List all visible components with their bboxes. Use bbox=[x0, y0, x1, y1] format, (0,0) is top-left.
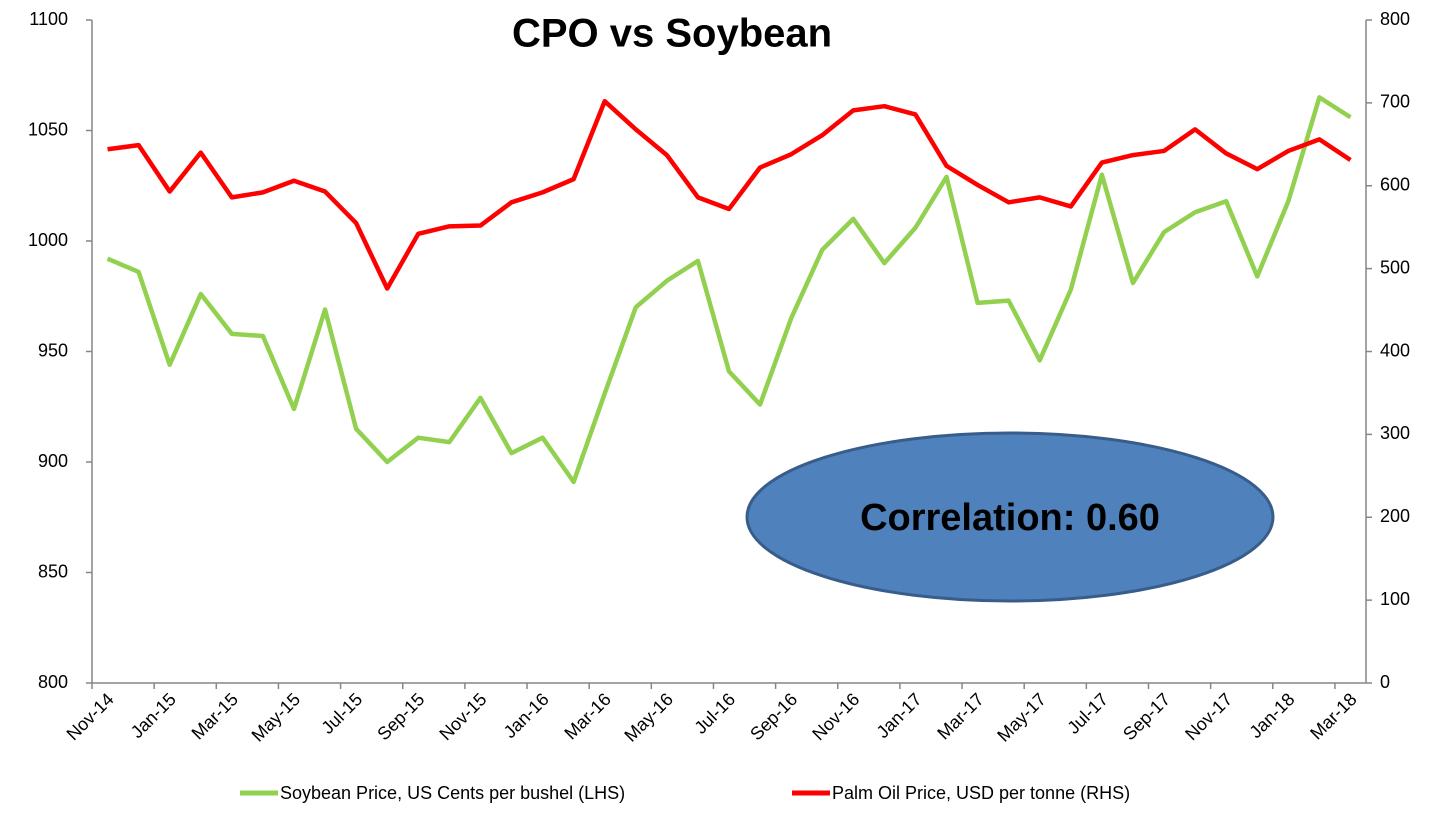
y2-tick-label: 200 bbox=[1380, 506, 1410, 526]
x-tick-label: Nov-16 bbox=[808, 689, 863, 744]
x-tick-label: May-17 bbox=[993, 689, 1050, 746]
y-tick-label: 850 bbox=[38, 561, 68, 581]
y-tick-label: 1100 bbox=[29, 9, 68, 29]
x-tick-label: Nov-14 bbox=[63, 689, 118, 744]
y-tick-label: 900 bbox=[38, 451, 68, 471]
series-line bbox=[106, 95, 1352, 485]
x-tick-label: Jan-15 bbox=[127, 689, 180, 742]
x-tick-label: Mar-18 bbox=[1306, 689, 1360, 743]
x-tick-label: Jan-16 bbox=[500, 689, 553, 742]
y2-tick-label: 100 bbox=[1380, 589, 1410, 609]
x-tick-label: Nov-15 bbox=[435, 689, 490, 744]
annotation: Correlation: 0.60 bbox=[860, 497, 1160, 539]
y2-tick-label: 600 bbox=[1380, 175, 1410, 195]
y2-tick-label: 0 bbox=[1380, 672, 1390, 692]
x-tick-label: Jul-16 bbox=[690, 689, 739, 738]
series-line bbox=[107, 98, 1352, 291]
x-tick-label: Mar-17 bbox=[933, 689, 987, 743]
y-tick-label: 1050 bbox=[28, 119, 68, 139]
chart-title: CPO vs Soybean bbox=[512, 12, 832, 56]
legend-label: Palm Oil Price, USD per tonne (RHS) bbox=[832, 783, 1130, 803]
x-tick-label: Sep-15 bbox=[373, 689, 428, 744]
x-tick-label: Jul-17 bbox=[1063, 689, 1112, 738]
x-tick-label: Nov-17 bbox=[1181, 689, 1236, 744]
x-tick-label: Jan-17 bbox=[873, 689, 926, 742]
x-tick-label: Sep-16 bbox=[746, 689, 801, 744]
x-tick-label: May-16 bbox=[620, 689, 677, 746]
y2-tick-label: 400 bbox=[1380, 340, 1410, 360]
x-tick-label: May-15 bbox=[248, 689, 305, 746]
y-tick-label: 950 bbox=[38, 340, 68, 360]
y2-tick-label: 800 bbox=[1380, 9, 1410, 29]
x-tick-label: Sep-17 bbox=[1119, 689, 1174, 744]
y2-tick-label: 300 bbox=[1380, 423, 1410, 443]
x-tick-label: Jul-15 bbox=[317, 689, 366, 738]
y-tick-label: 1000 bbox=[28, 230, 68, 250]
y-tick-label: 800 bbox=[38, 672, 68, 692]
annotation-ellipse bbox=[745, 431, 1275, 603]
y2-tick-label: 700 bbox=[1380, 92, 1410, 112]
x-tick-label: Mar-15 bbox=[188, 689, 242, 743]
x-tick-label: Mar-16 bbox=[560, 689, 614, 743]
x-tick-label: Jan-18 bbox=[1245, 689, 1298, 742]
legend-label: Soybean Price, US Cents per bushel (LHS) bbox=[280, 783, 625, 803]
y2-tick-label: 500 bbox=[1380, 257, 1410, 277]
